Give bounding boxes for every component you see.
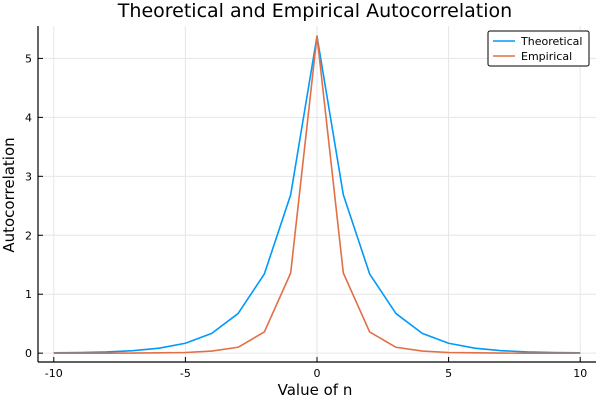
legend-label-empirical: Empirical [521, 50, 572, 63]
legend: Theoretical Empirical [487, 30, 590, 67]
x-tick-label: 0 [314, 367, 321, 380]
series-layer [53, 35, 581, 354]
x-tick-label: 10 [573, 367, 587, 380]
x-tick-label: -10 [45, 367, 63, 380]
legend-label-theoretical: Theoretical [520, 35, 582, 48]
empirical-series-line [53, 35, 581, 354]
chart-title: Theoretical and Empirical Autocorrelatio… [117, 0, 512, 22]
x-tick-label: -5 [180, 367, 191, 380]
y-tick-label: 3 [25, 170, 32, 183]
x-axis-label: Value of n [278, 381, 353, 399]
y-tick-label: 5 [25, 52, 32, 65]
y-tick-label: 2 [25, 229, 32, 242]
legend-box [487, 30, 590, 67]
grid-layer [38, 26, 596, 362]
y-axis-label: Autocorrelation [0, 137, 18, 252]
y-tick-label: 4 [25, 111, 32, 124]
x-tick-label: 5 [445, 367, 452, 380]
y-tick-label: 0 [25, 347, 32, 360]
axes-layer: -10 -5 0 5 10 0 1 2 3 4 5 [25, 26, 596, 380]
y-tick-label: 1 [25, 288, 32, 301]
